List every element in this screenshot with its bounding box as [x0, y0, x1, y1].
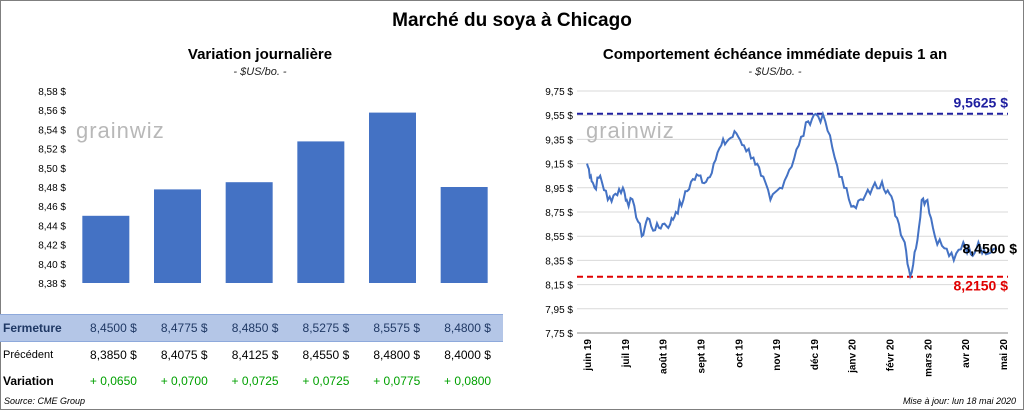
- y-tick-label: 8,75 $: [545, 208, 573, 219]
- x-tick-label: août 20: [156, 299, 198, 300]
- y-tick-label: 8,35 $: [545, 256, 573, 267]
- x-tick-label: mars 21: [441, 299, 487, 300]
- line-chart: 7,75 $ 7,95 $ 8,15 $ 8,35 $ 8,55 $ 8,75 $ 8,95…: [545, 87, 1018, 377]
- table-cell: 8,4850 $: [219, 314, 291, 342]
- table-cell: + 0,0775: [373, 374, 421, 388]
- x-tick-label: nov 20: [302, 299, 340, 300]
- bar: [154, 189, 201, 283]
- bar: [440, 187, 488, 283]
- x-tick-label: juil 19: [621, 339, 632, 369]
- bar-chart-subtitle: - $US/bo. -: [233, 66, 287, 78]
- price-table: Fermeture 8,4500 $ 8,4775 $ 8,4850 $ 8,5…: [0, 314, 503, 394]
- source-note: Source: CME Group: [4, 396, 86, 406]
- x-tick-label: nov 19: [772, 339, 783, 371]
- bar-chart-title: Variation journalière: [187, 46, 333, 63]
- table-cell: 8,3850 $: [90, 348, 137, 362]
- y-tick-label: 7,95 $: [545, 305, 573, 316]
- table-cell: 8,4125 $: [231, 348, 279, 362]
- x-tick-label: juin 19: [583, 339, 594, 372]
- y-tick-label: 8,55 $: [545, 232, 573, 243]
- table-row-variation: Variation + 0,0650 + 0,0700 + 0,0725 + 0…: [0, 368, 503, 394]
- table-cell: 8,4075 $: [160, 348, 208, 362]
- x-tick-label: avr 20: [961, 339, 972, 368]
- table-cell: + 0,0700: [160, 374, 208, 388]
- bar: [297, 141, 345, 283]
- y-tick-label: 9,75 $: [545, 87, 573, 98]
- bar: [225, 182, 273, 283]
- line-chart-title: Comportement échéance immédiate depuis 1…: [602, 46, 948, 63]
- last-value-label: 8,4500 $: [963, 240, 1018, 256]
- watermark-logo: grainwiz: [76, 118, 165, 143]
- table-cell: + 0,0800: [444, 374, 492, 388]
- table-cell: + 0,0650: [89, 374, 137, 388]
- x-tick-label: août 19: [659, 339, 670, 374]
- y-tick-label: 8,95 $: [545, 184, 573, 195]
- y-tick-label: 8,40 $: [38, 260, 66, 271]
- x-tick-label: sept 19: [696, 339, 707, 374]
- table-cell: 8,5275 $: [290, 314, 362, 342]
- min-label: 8,2150 $: [954, 278, 1009, 294]
- y-tick-label: 8,42 $: [38, 241, 66, 252]
- y-tick-label: 8,54 $: [38, 125, 66, 136]
- x-tick-label: oct 19: [734, 339, 745, 368]
- y-tick-label: 8,38 $: [38, 279, 66, 290]
- x-tick-label: mai 20: [999, 339, 1010, 371]
- x-tick-label: déc 19: [810, 339, 821, 371]
- table-row-precedent: Précédent 8,3850 $ 8,4075 $ 8,4125 $ 8,4…: [0, 342, 503, 369]
- price-series-line: [586, 110, 996, 280]
- row-label: Variation: [3, 374, 54, 388]
- row-label: Fermeture: [0, 314, 78, 342]
- table-cell: 8,4500 $: [78, 314, 149, 342]
- bar: [82, 215, 130, 283]
- y-tick-label: 8,46 $: [38, 202, 66, 213]
- max-label: 9,5625 $: [954, 95, 1009, 111]
- bar: [369, 112, 416, 283]
- y-tick-label: 8,50 $: [38, 164, 66, 175]
- x-tick-label: févr 20: [886, 339, 897, 372]
- y-tick-label: 9,15 $: [545, 160, 573, 171]
- page-title: Marché du soya à Chicago: [392, 10, 632, 31]
- table-cell: + 0,0725: [302, 374, 350, 388]
- table-cell: 8,4000 $: [444, 348, 491, 362]
- update-note: Mise à jour: lun 18 mai 2020: [902, 396, 1016, 406]
- watermark-logo: grainwiz: [586, 118, 675, 143]
- table-cell: 8,4775 $: [148, 314, 220, 342]
- y-tick-label: 9,55 $: [545, 111, 573, 122]
- x-tick-label: mars 20: [923, 339, 934, 377]
- table-cell: 8,4800 $: [373, 348, 421, 362]
- y-tick-label: 8,44 $: [38, 221, 66, 232]
- x-tick-label: sept 20: [228, 299, 270, 300]
- y-tick-label: 8,56 $: [38, 106, 66, 117]
- row-label: Précédent: [3, 349, 54, 361]
- y-tick-label: 7,75 $: [545, 329, 573, 340]
- y-tick-label: 8,15 $: [545, 281, 573, 292]
- y-tick-label: 8,52 $: [38, 145, 66, 156]
- table-cell: 8,5575 $: [361, 314, 433, 342]
- x-tick-label: janv 20: [848, 339, 859, 374]
- y-tick-label: 9,35 $: [545, 135, 573, 146]
- table-cell: + 0,0725: [231, 374, 279, 388]
- line-chart-subtitle: - $US/bo. -: [748, 66, 802, 78]
- table-cell: 8,4550 $: [302, 348, 350, 362]
- y-tick-label: 8,48 $: [38, 183, 66, 194]
- table-row-fermeture: Fermeture 8,4500 $ 8,4775 $ 8,4850 $ 8,5…: [0, 314, 503, 342]
- table-cell: 8,4800 $: [432, 314, 503, 342]
- bar-chart: 8,38 $ 8,40 $ 8,42 $ 8,44 $ 8,46 $ 8,48 $ 8,50…: [38, 87, 488, 300]
- x-tick-label: janv 21: [371, 299, 413, 300]
- y-tick-label: 8,58 $: [38, 87, 66, 98]
- x-tick-label: juil 20: [88, 299, 123, 300]
